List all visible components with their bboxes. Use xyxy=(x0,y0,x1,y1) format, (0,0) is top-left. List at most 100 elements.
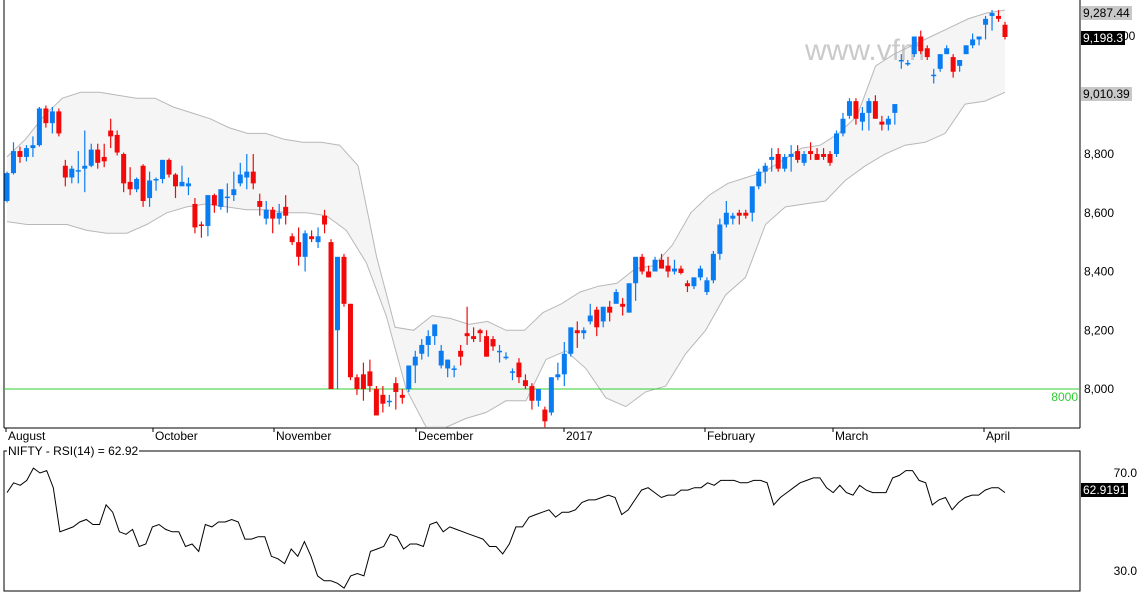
candle[interactable] xyxy=(471,327,477,342)
candle[interactable] xyxy=(399,389,405,404)
candle[interactable] xyxy=(568,327,574,357)
candle[interactable] xyxy=(192,198,198,234)
candle[interactable] xyxy=(101,143,107,168)
candle[interactable] xyxy=(490,336,496,351)
candle[interactable] xyxy=(4,171,10,203)
candle[interactable] xyxy=(114,130,120,156)
candle[interactable] xyxy=(276,203,282,225)
candle[interactable] xyxy=(360,362,366,401)
candle[interactable] xyxy=(957,60,963,72)
candle[interactable] xyxy=(263,201,269,225)
candle[interactable] xyxy=(412,350,418,384)
candle[interactable] xyxy=(730,212,736,225)
candle[interactable] xyxy=(872,95,878,119)
candle[interactable] xyxy=(613,289,619,304)
candle[interactable] xyxy=(665,256,671,278)
candle[interactable] xyxy=(432,324,438,345)
candle[interactable] xyxy=(341,253,347,307)
candle[interactable] xyxy=(600,306,606,328)
candle[interactable] xyxy=(88,143,94,168)
candle[interactable] xyxy=(367,359,373,392)
candle[interactable] xyxy=(185,177,191,196)
candle[interactable] xyxy=(671,259,677,275)
candle[interactable] xyxy=(846,98,852,119)
candle[interactable] xyxy=(218,189,224,210)
candle[interactable] xyxy=(406,365,412,392)
candle[interactable] xyxy=(717,218,723,260)
candle[interactable] xyxy=(497,344,503,363)
candle[interactable] xyxy=(859,107,865,131)
candle[interactable] xyxy=(866,98,872,131)
candle[interactable] xyxy=(827,151,833,166)
candle[interactable] xyxy=(10,142,16,175)
candle[interactable] xyxy=(347,303,353,381)
candle[interactable] xyxy=(354,374,360,395)
candle[interactable] xyxy=(607,300,613,322)
candle[interactable] xyxy=(380,386,386,413)
candle[interactable] xyxy=(821,148,827,160)
candle[interactable] xyxy=(892,104,898,125)
candle[interactable] xyxy=(924,45,930,60)
candle[interactable] xyxy=(250,154,256,190)
candle[interactable] xyxy=(484,330,490,357)
candle[interactable] xyxy=(503,352,509,360)
candle[interactable] xyxy=(652,256,658,272)
candle[interactable] xyxy=(257,193,263,216)
candle[interactable] xyxy=(659,253,665,269)
candle[interactable] xyxy=(153,177,159,191)
candle[interactable] xyxy=(749,186,755,222)
candle[interactable] xyxy=(561,342,567,387)
candle[interactable] xyxy=(639,253,645,275)
candle[interactable] xyxy=(704,277,710,295)
candle[interactable] xyxy=(1002,21,1008,40)
candle[interactable] xyxy=(328,239,334,389)
candle[interactable] xyxy=(49,107,55,134)
candle[interactable] xyxy=(678,265,684,275)
candle[interactable] xyxy=(179,165,185,187)
candle[interactable] xyxy=(691,277,697,290)
candle[interactable] xyxy=(626,283,632,313)
candle[interactable] xyxy=(160,159,166,184)
candle[interactable] xyxy=(646,265,652,278)
candle[interactable] xyxy=(445,359,451,378)
candle[interactable] xyxy=(172,173,178,199)
candle[interactable] xyxy=(134,177,140,193)
candle[interactable] xyxy=(782,154,788,172)
candle[interactable] xyxy=(315,227,321,248)
candle[interactable] xyxy=(231,171,237,201)
candle[interactable] xyxy=(438,344,444,369)
candle[interactable] xyxy=(62,159,68,187)
candle[interactable] xyxy=(762,162,768,184)
candle[interactable] xyxy=(931,68,937,84)
candle[interactable] xyxy=(477,328,483,342)
candle[interactable] xyxy=(587,303,593,325)
candle[interactable] xyxy=(419,339,425,360)
candle[interactable] xyxy=(918,30,924,55)
candle[interactable] xyxy=(23,145,29,162)
candle[interactable] xyxy=(937,54,943,72)
candle[interactable] xyxy=(834,130,840,157)
candle[interactable] xyxy=(322,209,328,234)
candle[interactable] xyxy=(147,171,153,207)
candle[interactable] xyxy=(983,15,989,40)
candle[interactable] xyxy=(574,321,580,348)
candle[interactable] xyxy=(75,151,81,184)
candle[interactable] xyxy=(283,195,289,225)
candle[interactable] xyxy=(451,365,457,378)
candle[interactable] xyxy=(775,148,781,172)
candle[interactable] xyxy=(425,330,431,357)
candle[interactable] xyxy=(633,256,639,301)
candle[interactable] xyxy=(594,306,600,337)
candle[interactable] xyxy=(814,148,820,160)
candle[interactable] xyxy=(535,389,541,407)
candle[interactable] xyxy=(710,250,716,284)
candle[interactable] xyxy=(911,36,917,58)
candle[interactable] xyxy=(270,206,276,234)
candle[interactable] xyxy=(898,54,904,69)
candle[interactable] xyxy=(140,164,146,207)
candle[interactable] xyxy=(976,36,982,46)
candle[interactable] xyxy=(620,297,626,316)
candle[interactable] xyxy=(82,130,88,193)
candle[interactable] xyxy=(166,158,172,178)
